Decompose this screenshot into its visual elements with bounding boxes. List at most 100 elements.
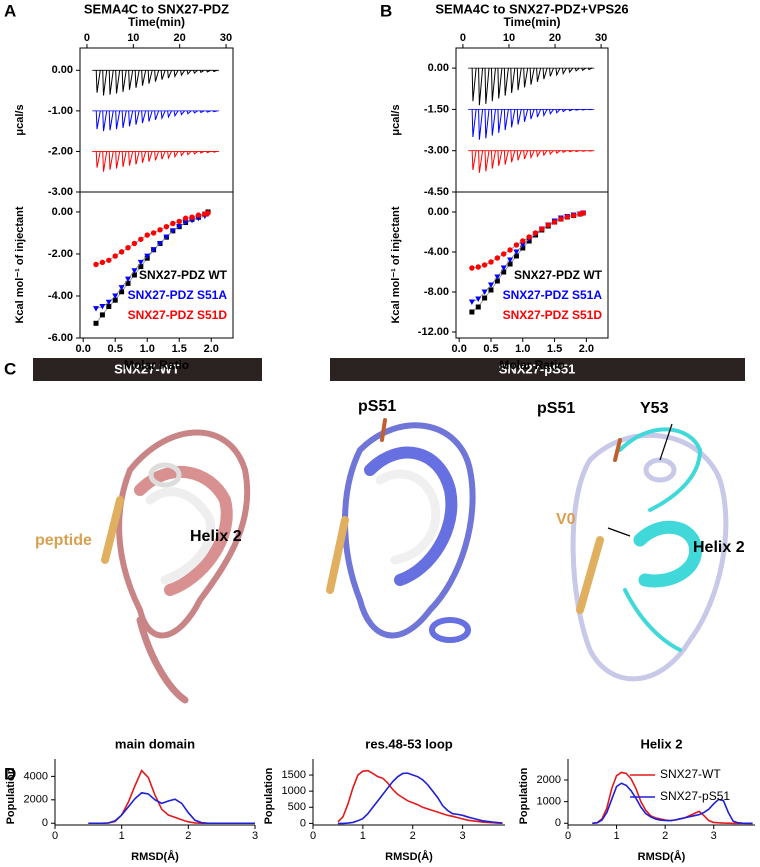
injection-peak <box>561 150 567 154</box>
y-tick-label: 0.00 <box>52 64 73 76</box>
point <box>513 253 519 259</box>
series-line <box>88 791 255 825</box>
x-tick-label: 2 <box>410 830 416 842</box>
legend-label: SNX27-PDZ S51D <box>503 308 603 322</box>
point <box>182 215 189 221</box>
injection-peak <box>568 108 574 112</box>
injection-peak <box>471 68 477 102</box>
injection-peak <box>510 150 516 163</box>
injection-peak <box>516 150 522 161</box>
injection-peak <box>549 150 554 156</box>
injection-peak <box>121 110 127 129</box>
point <box>519 242 526 248</box>
injection-peak <box>206 69 211 73</box>
x-tick-label: 0.5 <box>483 343 498 355</box>
injection-peak <box>186 151 192 156</box>
point <box>475 304 481 310</box>
injection-peak <box>180 70 186 77</box>
panel-label: D <box>4 764 16 783</box>
injection-peak <box>510 68 516 93</box>
injection-peak <box>523 109 529 122</box>
injection-peak <box>186 110 192 115</box>
injection-peak <box>206 150 211 154</box>
injection-peak <box>574 67 580 72</box>
point <box>513 242 520 248</box>
point <box>494 278 500 284</box>
x-axis-label: Molar Ratio <box>124 358 189 372</box>
injection-peak <box>115 110 121 130</box>
banner <box>330 358 745 381</box>
x-axis-label: RMSD(Å) <box>638 850 686 863</box>
injection-peak <box>549 109 554 116</box>
panel-label: B <box>380 1 392 20</box>
injection-peak <box>95 110 101 130</box>
point <box>558 216 564 222</box>
injection-peak <box>503 68 509 96</box>
injection-peak <box>134 151 140 165</box>
injection-peak <box>529 68 535 85</box>
point <box>112 293 119 299</box>
point <box>131 272 137 278</box>
injection-peak <box>587 67 593 71</box>
point <box>163 234 170 241</box>
x-tick-label: 0 <box>52 830 58 842</box>
x-axis-label: RMSD(Å) <box>131 850 179 863</box>
injection-peak <box>147 151 153 162</box>
injection-peak <box>108 151 114 170</box>
annotation: pS51 <box>358 398 396 415</box>
series-line <box>88 769 255 825</box>
injection-peak <box>561 108 567 113</box>
legend-label: SNX27-WT <box>660 767 721 781</box>
annotation: Helix 2 <box>190 528 242 545</box>
y-tick-label: -1.00 <box>48 105 73 117</box>
injection-peak <box>471 150 477 171</box>
structure-ps51-detail <box>570 427 729 682</box>
annotation: V0 <box>556 511 576 528</box>
series-line <box>337 772 503 825</box>
point <box>481 262 488 268</box>
structure-wt <box>101 429 251 704</box>
point <box>125 280 131 286</box>
point <box>137 259 144 266</box>
x-axis-label: RMSD(Å) <box>385 850 433 863</box>
point <box>488 259 494 265</box>
point <box>507 257 514 263</box>
injection-peak <box>542 67 548 80</box>
injection-peak <box>516 68 522 91</box>
chart-title: Helix 2 <box>641 736 683 751</box>
injection-peak <box>581 67 587 72</box>
annotation: peptide <box>35 532 92 549</box>
annotation: Helix 2 <box>693 539 745 556</box>
y-tick-label: -8.00 <box>424 286 449 298</box>
injection-peak <box>199 150 205 154</box>
injection-peak <box>484 68 490 104</box>
banner-label: SNX27-pS51 <box>499 361 576 376</box>
point <box>118 285 125 291</box>
callout-line <box>607 527 631 537</box>
annotation: pS51 <box>537 400 575 417</box>
injection-peak <box>160 70 166 80</box>
plot-frame <box>455 191 609 339</box>
point <box>488 287 494 293</box>
x-tick-label: 0 <box>565 830 571 842</box>
point <box>169 228 176 234</box>
point <box>131 240 138 247</box>
banner-label: SNX27-WT <box>114 361 180 376</box>
x-tick-label: 1 <box>614 830 620 842</box>
point <box>144 253 151 260</box>
injection-peak <box>102 70 108 96</box>
legend-label: SNX27-PDZ S51A <box>128 288 228 302</box>
point <box>150 247 157 253</box>
injection-peak <box>497 150 503 166</box>
injection-peak <box>490 150 496 169</box>
x-tick-label: 30 <box>595 32 607 44</box>
x-tick-label: 10 <box>503 32 515 44</box>
x-tick-label: 1.5 <box>172 343 187 355</box>
point <box>469 309 475 315</box>
point <box>189 214 195 220</box>
point <box>176 224 183 230</box>
x-tick-label: 3 <box>460 830 466 842</box>
point <box>105 299 112 306</box>
y-axis-label: Population <box>5 767 17 824</box>
injection-peak <box>212 110 218 113</box>
